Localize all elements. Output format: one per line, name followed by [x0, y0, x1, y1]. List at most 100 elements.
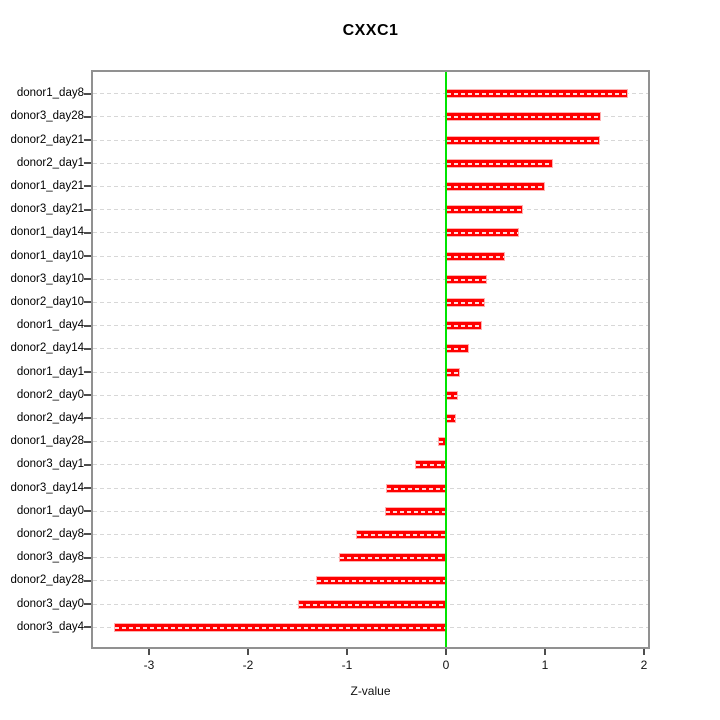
gridline — [93, 487, 648, 489]
x-axis-tick — [148, 649, 150, 655]
chart-title: CXXC1 — [342, 22, 399, 39]
bar-dash — [447, 417, 455, 420]
gridline — [93, 162, 648, 164]
bar — [446, 228, 520, 238]
bar-dash — [447, 278, 486, 281]
x-axis-tick-label: 2 — [640, 658, 648, 672]
y-axis-category-label: donor1_day21 — [10, 179, 84, 192]
bar-dash — [385, 510, 445, 513]
bar-dash — [447, 209, 523, 212]
y-axis-tick — [84, 115, 91, 118]
x-axis-tick-label: 1 — [541, 658, 549, 672]
bar — [446, 413, 456, 423]
gridline — [93, 510, 648, 512]
y-axis-category-label: donor2_day14 — [10, 342, 84, 355]
y-axis-tick — [84, 347, 91, 350]
bar-dash — [439, 441, 445, 444]
y-axis-category-label: donor2_day8 — [16, 527, 84, 540]
bar-dash — [447, 162, 552, 165]
y-axis-tick — [84, 162, 91, 165]
bar — [446, 135, 601, 145]
y-axis-category-label: donor2_day21 — [10, 133, 84, 146]
y-axis-tick — [84, 371, 91, 373]
bar-dash — [447, 232, 519, 235]
bar-dash — [317, 580, 445, 583]
bar-dash — [416, 464, 445, 467]
y-axis-category-label: donor1_day14 — [10, 226, 84, 239]
x-axis-tick — [445, 649, 447, 655]
bar-dash — [386, 487, 445, 490]
y-axis-category-label: donor2_day4 — [16, 411, 84, 424]
gridline — [93, 209, 648, 211]
gridline — [93, 139, 648, 141]
y-axis-tick — [84, 208, 91, 211]
y-axis-tick — [84, 510, 91, 513]
bar-dash — [447, 348, 468, 351]
y-axis-category-label: donor2_day10 — [10, 295, 84, 308]
x-axis-tick — [643, 649, 645, 655]
x-axis-tick — [544, 649, 546, 655]
bar — [355, 529, 446, 539]
bar — [415, 460, 446, 470]
y-axis-category-label: donor3_day28 — [10, 110, 84, 123]
bar-dash — [447, 116, 601, 119]
bar — [446, 112, 602, 122]
y-axis-tick — [84, 603, 91, 605]
gridline — [93, 325, 648, 327]
bar — [446, 158, 553, 168]
bar-dash — [447, 301, 484, 304]
y-axis-tick — [84, 139, 91, 141]
gridline — [93, 394, 648, 396]
y-axis-tick — [84, 463, 91, 466]
bar — [446, 181, 545, 191]
bar-dash — [115, 626, 445, 629]
bar-dash — [356, 533, 445, 536]
bar — [339, 553, 446, 563]
gridline — [93, 301, 648, 303]
bar — [446, 297, 485, 307]
gridline — [93, 348, 648, 350]
bar — [385, 483, 446, 493]
x-axis-tick — [346, 649, 348, 655]
bar-dash — [447, 139, 600, 142]
bar-dash — [447, 185, 544, 188]
bar-dash — [447, 255, 505, 258]
bar — [446, 367, 460, 377]
gridline — [93, 255, 648, 257]
bar — [446, 274, 487, 284]
bar-dash — [447, 325, 481, 328]
y-axis-category-label: donor2_day28 — [10, 574, 84, 587]
bar — [446, 205, 524, 215]
x-axis-tick — [247, 649, 249, 655]
bar-dash — [299, 603, 445, 606]
y-axis-category-label: donor3_day10 — [10, 272, 84, 285]
gridline — [93, 116, 648, 118]
gridline — [93, 278, 648, 280]
bar-dash — [447, 394, 457, 397]
zero-reference-line — [445, 72, 447, 647]
y-axis-category-label: donor3_day1 — [16, 458, 84, 471]
x-axis-tick-label: -1 — [341, 658, 353, 672]
y-axis-tick — [84, 255, 91, 257]
y-axis-tick — [84, 440, 91, 443]
y-axis-tick — [84, 92, 91, 95]
plot-area — [91, 70, 650, 649]
gridline — [93, 371, 648, 373]
y-axis-tick — [84, 487, 91, 489]
x-axis-tick-label: 0 — [442, 658, 450, 672]
bar — [446, 390, 458, 400]
bar — [446, 321, 482, 331]
y-axis-tick — [84, 301, 91, 304]
bar-dash — [447, 371, 459, 374]
y-axis-tick — [84, 185, 91, 188]
y-axis-category-label: donor3_day14 — [10, 481, 84, 494]
bar — [446, 344, 469, 354]
bar-dash — [340, 557, 445, 560]
bar — [114, 622, 446, 632]
x-axis-title: Z-value — [350, 684, 391, 698]
y-axis-tick — [84, 394, 91, 397]
y-axis-category-label: donor1_day1 — [16, 365, 84, 378]
y-axis-category-label: donor3_day21 — [10, 203, 84, 216]
gridline — [93, 441, 648, 443]
